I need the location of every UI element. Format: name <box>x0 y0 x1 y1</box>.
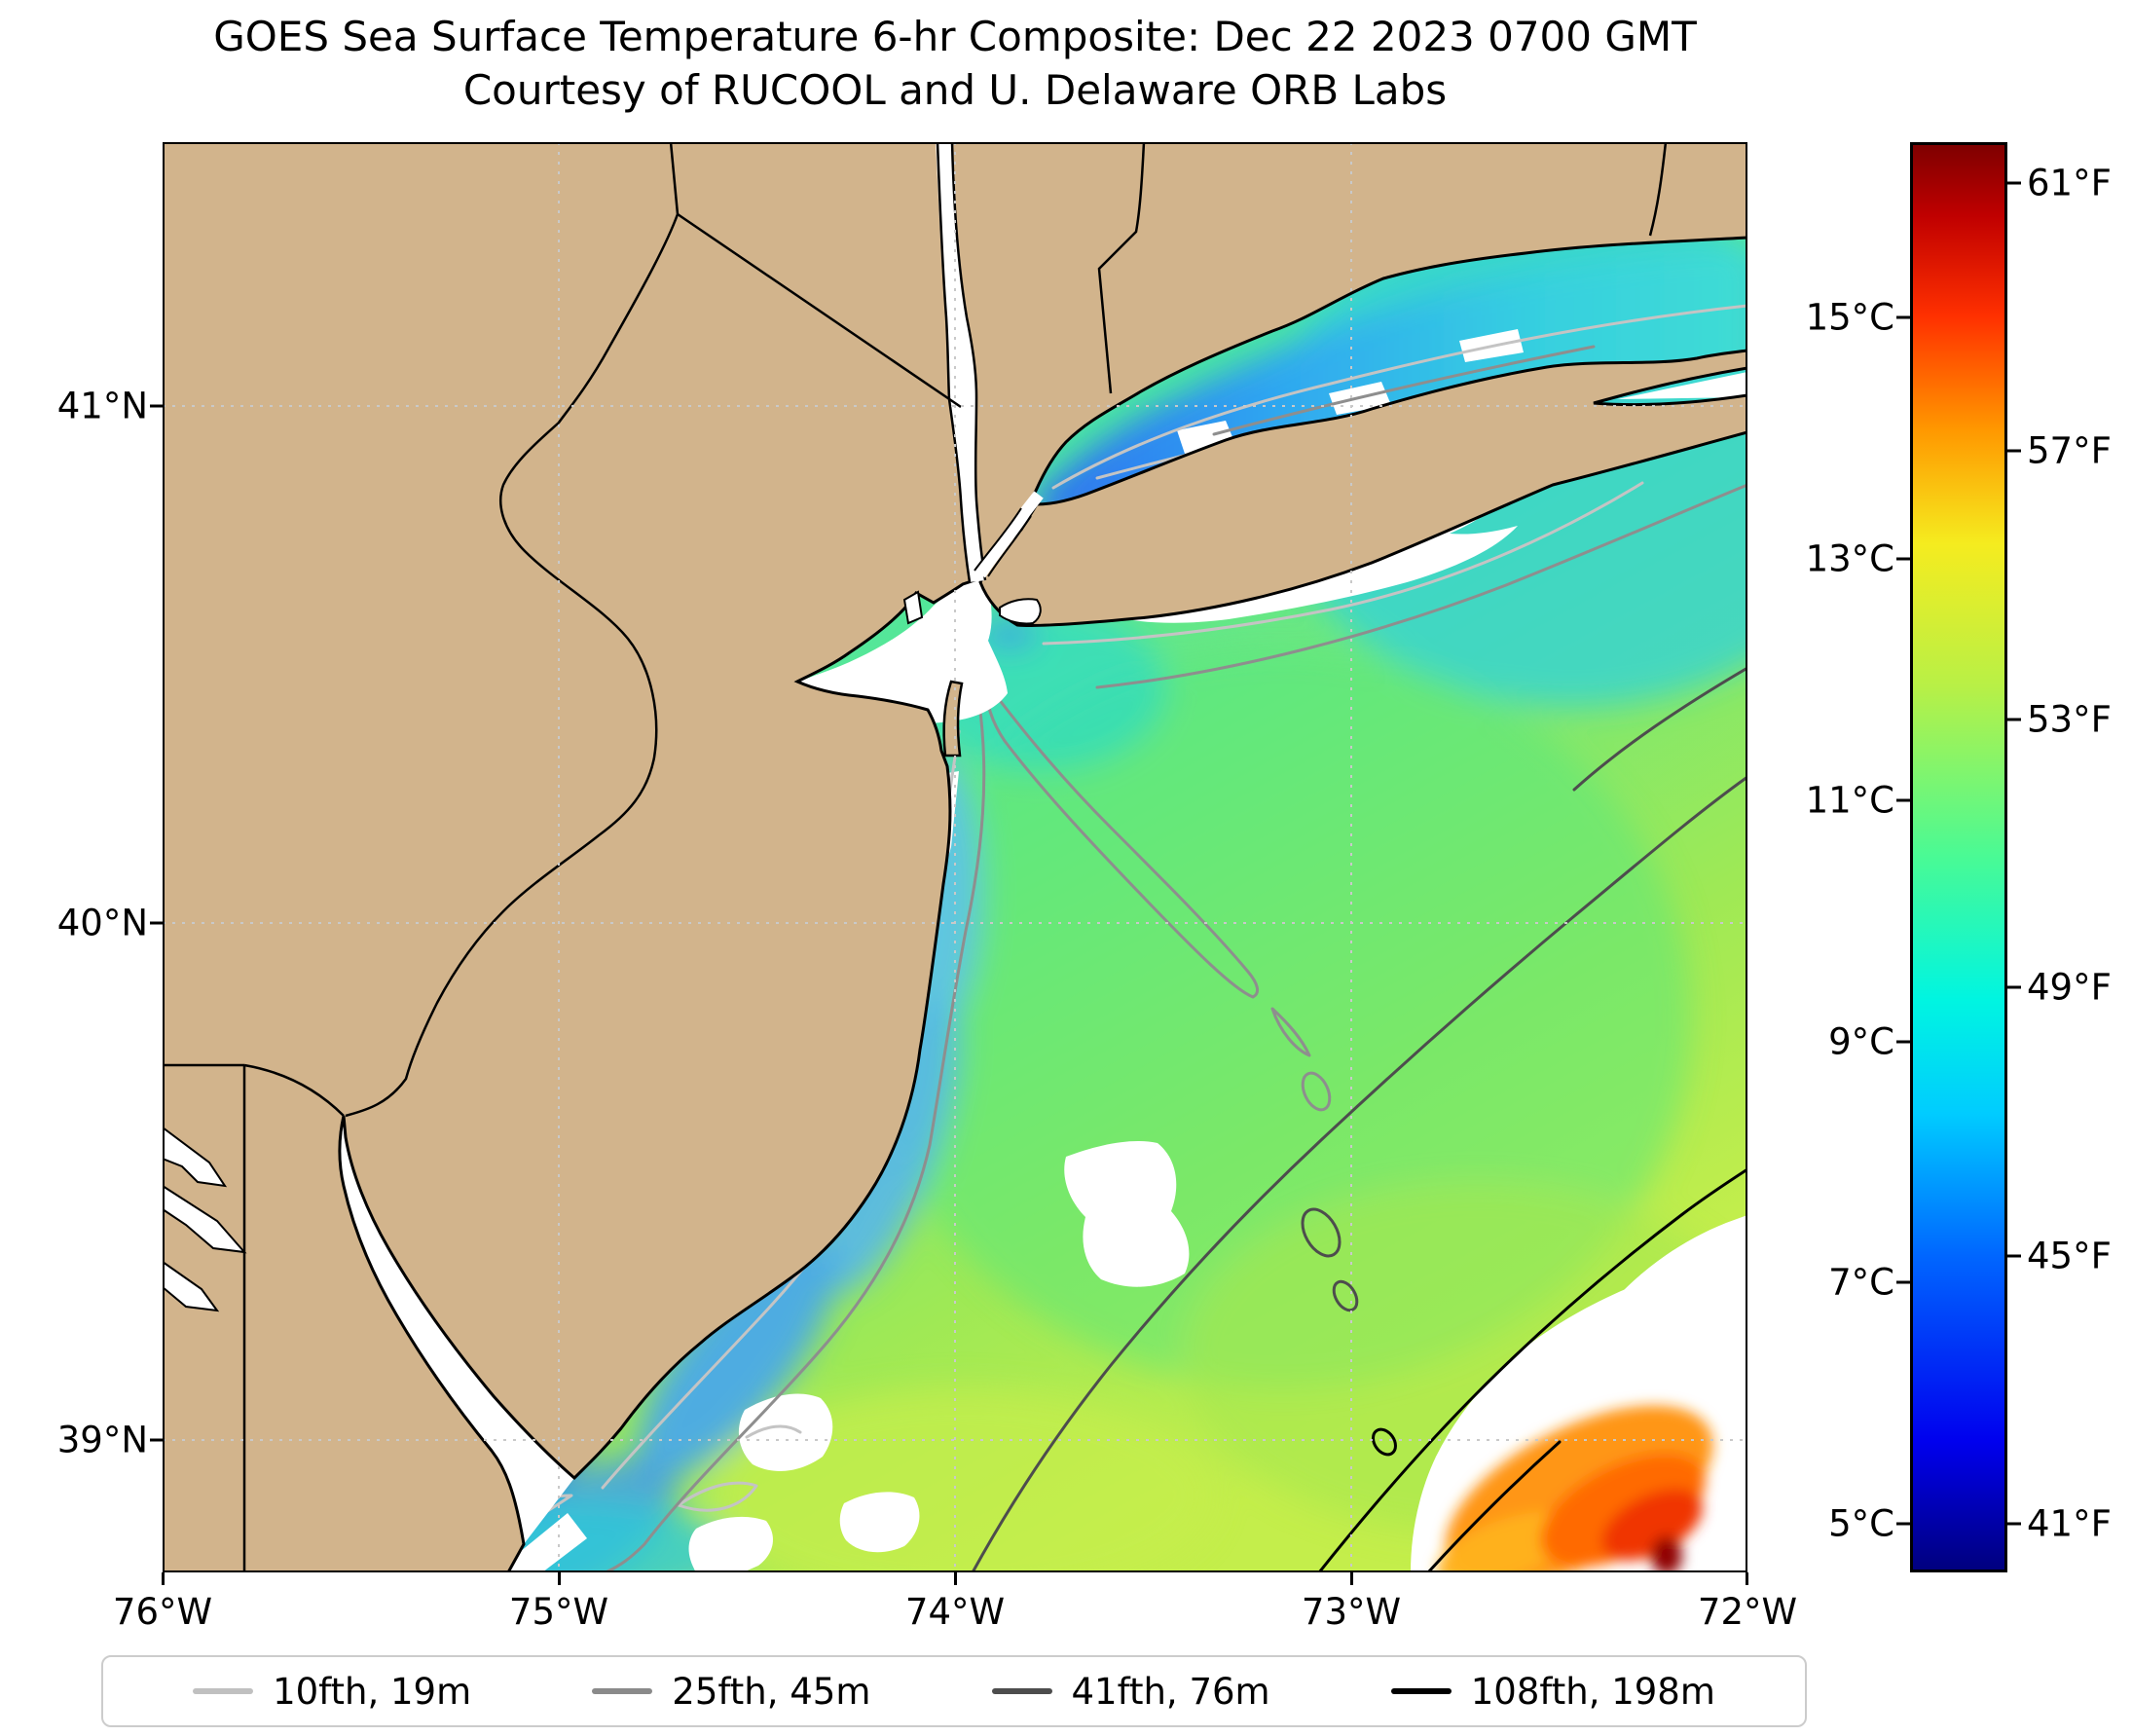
jamaica-bay <box>999 598 1042 625</box>
colorbar-tick-label-f: 61°F <box>2027 162 2112 204</box>
sandy-hook-spit <box>942 680 964 757</box>
x-tickmark <box>1350 1572 1353 1585</box>
plot-title-line1: GOES Sea Surface Temperature 6-hr Compos… <box>213 13 1697 60</box>
colorbar-tickmark-f <box>2007 718 2021 721</box>
colorbar-tick-label-f: 41°F <box>2027 1502 2112 1545</box>
y-tick-label: 39°N <box>56 1419 148 1461</box>
colorbar-tickmark-c <box>1896 557 1910 561</box>
nj-ny-border <box>677 212 962 409</box>
map-plot-area <box>163 142 1747 1572</box>
legend-label-10fth: 10fth, 19m <box>273 1670 472 1713</box>
x-tick-label: 74°W <box>904 1591 1006 1633</box>
east-river <box>975 491 1044 578</box>
sst-map <box>163 142 1747 1572</box>
ny-ct-border <box>1097 142 1146 394</box>
hudson-east-bank <box>950 142 987 581</box>
x-tick-label: 76°W <box>112 1591 213 1633</box>
legend-line-108fth <box>1390 1688 1452 1694</box>
colorbar-tick-label-c: 9°C <box>1828 1020 1894 1063</box>
hudson-west-bank <box>936 142 972 583</box>
warm-eddy <box>1436 1405 1713 1572</box>
x-tick-label: 72°W <box>1697 1591 1798 1633</box>
contour-108fth <box>1317 1167 1747 1572</box>
legend-line-41fth <box>991 1688 1052 1694</box>
colorbar-tickmark-f <box>2007 985 2021 989</box>
colorbar-tick-label-c: 7°C <box>1828 1261 1894 1304</box>
hudson-river <box>936 142 986 582</box>
colorbar-tickmark-c <box>1896 798 1910 802</box>
temperature-colorbar <box>1910 142 2007 1572</box>
y-tickmark <box>150 1438 163 1442</box>
y-tickmark <box>150 921 163 925</box>
legend-label-41fth: 41fth, 76m <box>1071 1670 1270 1713</box>
x-tickmark <box>162 1572 165 1585</box>
x-tickmark <box>1746 1572 1748 1585</box>
y-tickmark <box>150 404 163 408</box>
legend-item-10fth: 10fth, 19m <box>193 1671 471 1713</box>
peconic-bay <box>1617 372 1747 399</box>
colorbar-tick-label-c: 13°C <box>1805 537 1894 580</box>
y-tick-label: 41°N <box>56 385 148 427</box>
contour-41fth <box>971 666 1747 1572</box>
plot-title-line2: Courtesy of RUCOOL and U. Delaware ORB L… <box>462 66 1448 115</box>
colorbar-tick-label-f: 49°F <box>2027 966 2112 1009</box>
colorbar-tick-label-f: 53°F <box>2027 698 2112 741</box>
colorbar-tick-label-c: 5°C <box>1828 1502 1894 1545</box>
colorbar-tickmark-f <box>2007 1522 2021 1526</box>
x-tick-label: 75°W <box>508 1591 609 1633</box>
long-island <box>978 349 1747 628</box>
x-tick-label: 73°W <box>1301 1591 1402 1633</box>
x-tickmark <box>954 1572 957 1585</box>
de-pa-arc <box>243 1063 345 1117</box>
graticule-gridlines <box>163 142 1747 1572</box>
legend-item-108fth: 108fth, 198m <box>1390 1670 1715 1713</box>
colorbar-tick-label-c: 15°C <box>1805 296 1894 339</box>
legend-line-25fth <box>592 1688 653 1694</box>
newark-bay <box>902 590 924 625</box>
hudson-shelf-valley-contour <box>984 681 1260 999</box>
legend-label-25fth: 25fth, 45m <box>672 1670 871 1713</box>
legend-item-41fth: 41fth, 76m <box>991 1670 1270 1713</box>
colorbar-tickmark-f <box>2007 181 2021 185</box>
colorbar-tickmark-c <box>1896 315 1910 319</box>
plot-title: GOES Sea Surface Temperature 6-hr Compos… <box>163 10 1747 118</box>
connecticut-river <box>1648 142 1668 237</box>
contour-25fth <box>433 345 1747 1572</box>
colorbar-tick-label-c: 11°C <box>1805 779 1894 822</box>
colorbar-tickmark-f <box>2007 1254 2021 1258</box>
bathymetry-legend: 10fth, 19m 25fth, 45m 41fth, 76m 108fth,… <box>101 1655 1807 1727</box>
chesapeake-inlets <box>163 1126 247 1312</box>
x-tickmark <box>558 1572 561 1585</box>
delaware-river-border <box>345 142 680 1118</box>
colorbar-tick-label-f: 45°F <box>2027 1235 2112 1277</box>
legend-line-10fth <box>193 1688 254 1694</box>
colorbar-tickmark-c <box>1896 1280 1910 1284</box>
legend-item-25fth: 25fth, 45m <box>592 1671 870 1713</box>
colorbar-tick-label-f: 57°F <box>2027 429 2112 472</box>
state-borders <box>163 142 1146 1572</box>
legend-label-108fth: 108fth, 198m <box>1470 1670 1715 1713</box>
colorbar-tickmark-f <box>2007 449 2021 453</box>
colorbar-tickmark-c <box>1896 1040 1910 1044</box>
colorbar-tickmark-c <box>1896 1522 1910 1526</box>
y-tick-label: 40°N <box>56 902 148 944</box>
